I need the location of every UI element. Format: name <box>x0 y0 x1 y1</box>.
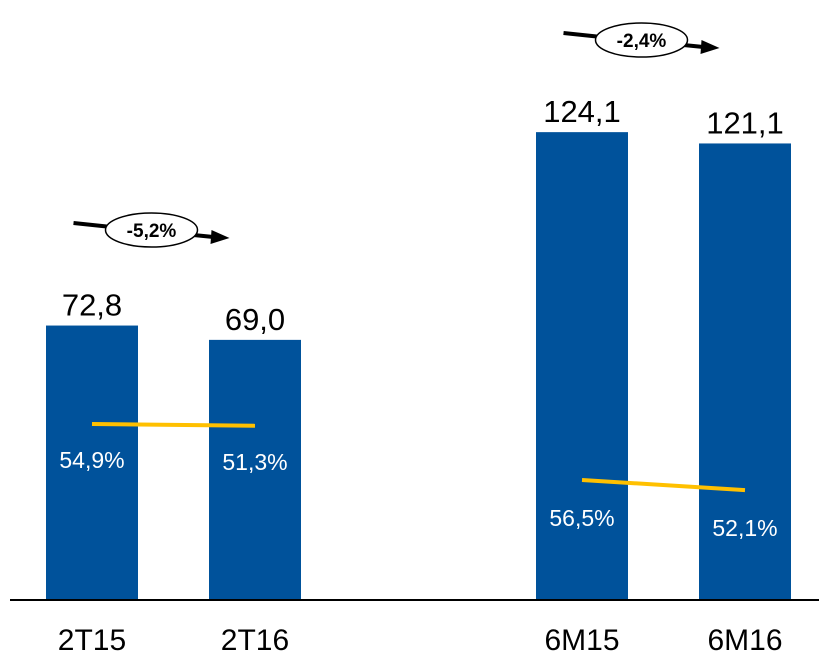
growth-arrow-shaft <box>193 233 214 239</box>
category-label-6M16: 6M16 <box>707 624 782 657</box>
category-label-2T16: 2T16 <box>221 624 289 657</box>
labels-layer: 72,8 2T15 69,0 2T16 124,1 6M15 121,1 6M16 54,9% 5… <box>58 94 784 657</box>
growth-annotation-1: -5,2% <box>73 212 230 248</box>
bar-2T15 <box>46 325 138 600</box>
value-label-2T16: 69,0 <box>225 302 285 337</box>
growth-label: -2,4% <box>617 31 667 52</box>
growth-ellipse <box>104 212 199 248</box>
bar-6M16 <box>699 143 791 600</box>
growth-annotation-2: -2,4% <box>563 22 720 58</box>
ratio-label-6M15: 56,5% <box>549 505 614 531</box>
ratio-line-group-1 <box>91 422 256 428</box>
category-label-6M15: 6M15 <box>544 624 619 657</box>
growth-arrow-tail <box>73 221 112 229</box>
growth-ellipse <box>594 22 689 58</box>
growth-annotations-layer: -5,2% -2,4% <box>73 22 720 248</box>
ratio-line-group-2 <box>581 478 746 493</box>
ratio-label-6M16: 52,1% <box>712 515 777 541</box>
ratio-label-2T16: 51,3% <box>222 449 287 475</box>
growth-arrow-head <box>700 40 720 54</box>
growth-arrow-head <box>210 230 230 244</box>
growth-arrow-tail <box>563 31 602 39</box>
growth-label: -5,2% <box>127 221 177 242</box>
ratio-label-2T15: 54,9% <box>59 447 124 473</box>
bars-layer <box>46 132 791 600</box>
value-label-6M16: 121,1 <box>706 105 784 140</box>
bar-6M15 <box>536 132 628 600</box>
ratio-lines-layer <box>91 422 746 493</box>
value-label-2T15: 72,8 <box>62 288 122 323</box>
value-label-6M15: 124,1 <box>543 94 621 129</box>
growth-arrow-shaft <box>683 43 704 49</box>
category-label-2T15: 2T15 <box>58 624 126 657</box>
bar-2T16 <box>209 339 301 600</box>
